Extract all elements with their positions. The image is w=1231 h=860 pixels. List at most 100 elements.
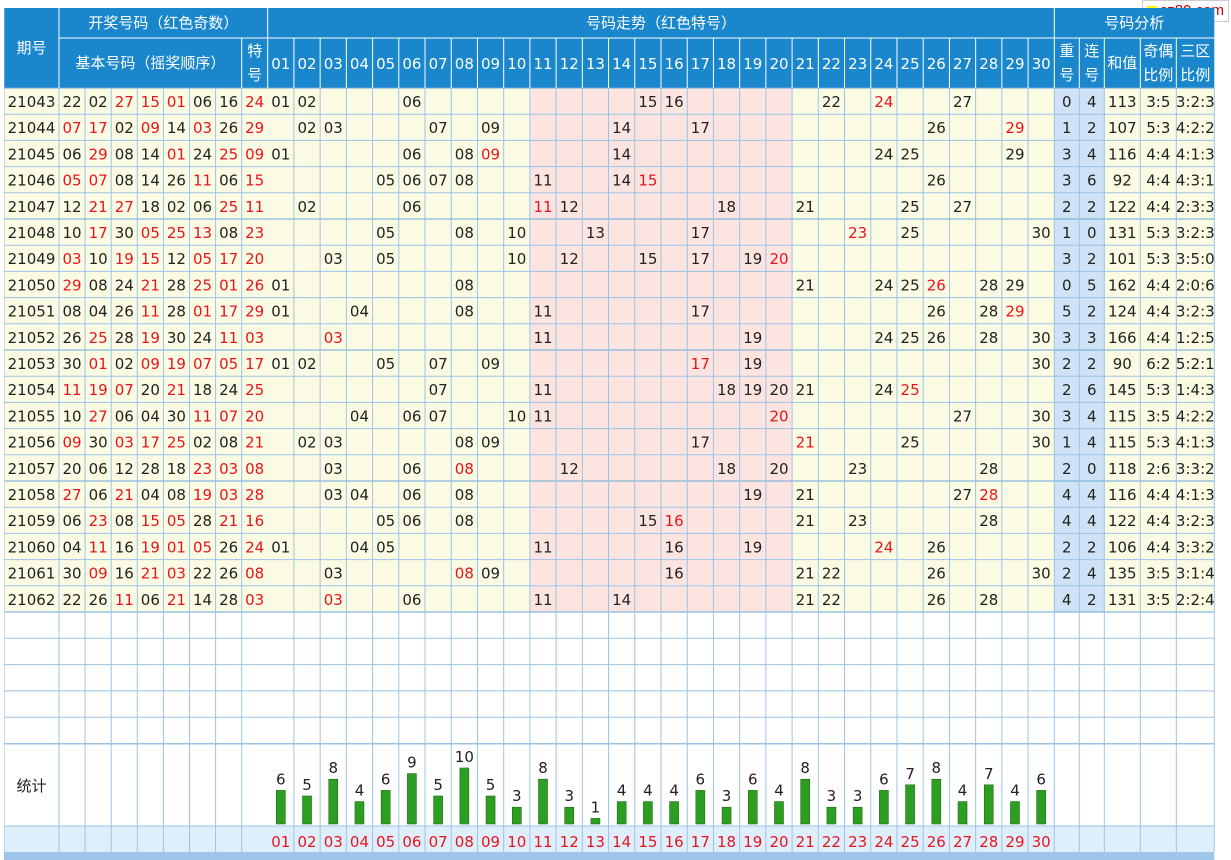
basic-number-cell: 30 xyxy=(63,565,82,583)
header-col-number: 17 xyxy=(691,55,710,73)
trend-number-cell: 25 xyxy=(901,276,920,294)
basic-number-cell: 07 xyxy=(219,407,238,425)
trend-number-cell: 06 xyxy=(402,407,421,425)
basic-number-cell: 12 xyxy=(167,250,186,268)
analysis-cell: 4:1:3 xyxy=(1176,486,1215,504)
trend-number-cell: 22 xyxy=(822,591,841,609)
basic-number-cell: 06 xyxy=(89,460,108,478)
stat-bar-label: 4 xyxy=(958,782,968,800)
trend-number-cell: 29 xyxy=(1005,145,1024,163)
basic-number-cell: 17 xyxy=(141,434,160,452)
trend-number-cell: 19 xyxy=(743,538,762,556)
basic-number-cell: 05 xyxy=(219,355,238,373)
basic-number-cell: 28 xyxy=(193,512,212,530)
stat-axis-tick: 04 xyxy=(350,833,369,851)
analysis-cell: 131 xyxy=(1108,591,1137,609)
analysis-cell: 3 xyxy=(1062,172,1072,190)
stat-bar-label: 1 xyxy=(591,798,601,816)
trend-number-cell: 15 xyxy=(638,93,657,111)
stat-bar xyxy=(590,818,601,825)
basic-number-cell: 06 xyxy=(115,407,134,425)
header-col-number: 27 xyxy=(953,55,972,73)
analysis-cell: 2 xyxy=(1062,538,1072,556)
basic-number-cell: 14 xyxy=(167,119,186,137)
stat-bar-label: 4 xyxy=(774,782,784,800)
stat-bar xyxy=(643,801,653,825)
analysis-cell: 3:5:0 xyxy=(1176,250,1215,268)
trend-number-cell: 14 xyxy=(612,145,631,163)
trend-number-cell: 01 xyxy=(271,355,290,373)
trend-number-cell: 08 xyxy=(455,512,474,530)
analysis-cell: 3:5 xyxy=(1146,591,1170,609)
analysis-cell: 2 xyxy=(1062,460,1072,478)
period-cell: 21049 xyxy=(8,250,56,268)
analysis-cell: 118 xyxy=(1108,460,1137,478)
basic-number-cell: 02 xyxy=(115,355,134,373)
trend-number-cell: 17 xyxy=(691,303,710,321)
stat-bar xyxy=(433,795,443,825)
trend-number-cell: 04 xyxy=(350,486,369,504)
trend-number-cell: 13 xyxy=(586,224,605,242)
header-period: 期号 xyxy=(16,39,46,57)
header-col-number: 08 xyxy=(455,55,474,73)
trend-number-cell: 09 xyxy=(481,355,500,373)
analysis-cell: 2 xyxy=(1087,119,1097,137)
basic-number-cell: 03 xyxy=(63,250,82,268)
analysis-cell: 2 xyxy=(1062,198,1072,216)
header-col-number: 19 xyxy=(743,55,762,73)
analysis-cell: 5:3 xyxy=(1146,381,1170,399)
stat-axis-tick: 17 xyxy=(691,833,710,851)
trend-number-cell: 25 xyxy=(901,198,920,216)
stat-bar-label: 4 xyxy=(643,782,653,800)
trend-number-cell: 21 xyxy=(796,198,815,216)
basic-number-cell: 18 xyxy=(167,460,186,478)
period-cell: 21059 xyxy=(8,512,56,530)
analysis-cell: 113 xyxy=(1108,93,1137,111)
analysis-cell: 2:2:4 xyxy=(1176,591,1215,609)
basic-number-cell: 25 xyxy=(89,329,108,347)
stat-bar xyxy=(459,767,470,825)
analysis-cell: 3:5 xyxy=(1146,565,1170,583)
trend-number-cell: 06 xyxy=(402,145,421,163)
basic-number-cell: 06 xyxy=(193,198,212,216)
analysis-cell: 4:4 xyxy=(1146,145,1170,163)
analysis-cell: 145 xyxy=(1108,381,1137,399)
trend-number-cell: 17 xyxy=(691,224,710,242)
trend-number-cell: 24 xyxy=(874,145,893,163)
basic-number-cell: 02 xyxy=(115,119,134,137)
trend-number-cell: 12 xyxy=(560,460,579,478)
analysis-cell: 4:4 xyxy=(1146,512,1170,530)
basic-number-cell: 17 xyxy=(219,303,238,321)
basic-number-cell: 05 xyxy=(193,250,212,268)
basic-number-cell: 07 xyxy=(89,172,108,190)
basic-number-cell: 19 xyxy=(193,486,212,504)
trend-number-cell: 17 xyxy=(691,250,710,268)
stat-bar xyxy=(485,795,496,825)
stat-axis-tick: 14 xyxy=(612,833,631,851)
period-cell: 21062 xyxy=(8,591,56,609)
analysis-cell: 2 xyxy=(1087,198,1097,216)
basic-number-cell: 21 xyxy=(219,512,238,530)
basic-number-cell: 06 xyxy=(89,486,108,504)
analysis-cell: 107 xyxy=(1108,119,1137,137)
basic-number-cell: 21 xyxy=(89,198,108,216)
analysis-cell: 2 xyxy=(1087,591,1097,609)
trend-number-cell: 27 xyxy=(953,198,972,216)
basic-number-cell: 10 xyxy=(63,407,82,425)
analysis-cell: 4:1:3 xyxy=(1176,434,1215,452)
basic-number-cell: 08 xyxy=(115,145,134,163)
trend-number-cell: 25 xyxy=(901,224,920,242)
stats-label: 统计 xyxy=(16,777,46,795)
basic-number-cell: 19 xyxy=(89,381,108,399)
basic-number-cell: 11 xyxy=(115,591,134,609)
trend-number-cell: 23 xyxy=(848,460,867,478)
trend-number-cell: 08 xyxy=(455,460,474,478)
header-analysis-label: 重 xyxy=(1059,42,1074,60)
trend-number-cell: 28 xyxy=(979,303,998,321)
special-number-cell: 17 xyxy=(245,355,264,373)
stat-axis-tick: 20 xyxy=(769,833,788,851)
trend-number-cell: 09 xyxy=(481,434,500,452)
header-col-number: 15 xyxy=(638,55,657,73)
basic-number-cell: 25 xyxy=(167,434,186,452)
trend-number-cell: 11 xyxy=(533,538,552,556)
